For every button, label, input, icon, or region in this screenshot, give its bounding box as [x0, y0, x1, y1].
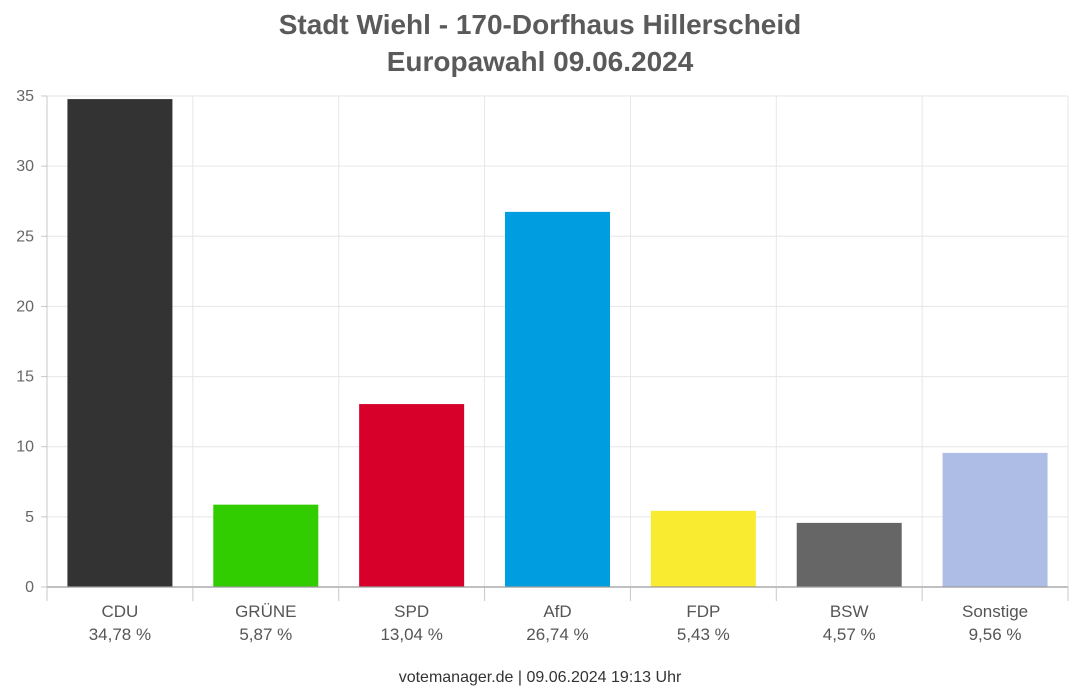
footer-source: votemanager.de | 09.06.2024 19:13 Uhr [398, 669, 682, 686]
x-category-label: BSW [830, 602, 869, 621]
y-tick-label: 0 [25, 579, 34, 596]
x-category-label: FDP [686, 602, 720, 621]
y-tick-label: 25 [16, 228, 34, 245]
bar-afd [505, 211, 610, 587]
bar-cdu [67, 99, 173, 587]
x-category-label: GRÜNE [235, 602, 296, 621]
x-value-label: 5,43 % [677, 625, 730, 644]
bar-fdp [650, 510, 756, 587]
x-value-label: 4,57 % [823, 625, 876, 644]
x-category-label: AfD [543, 602, 571, 621]
bar-sonstige [942, 452, 1048, 587]
y-tick-label: 15 [16, 369, 34, 386]
bar-bsw [796, 522, 902, 587]
y-tick-label: 10 [16, 439, 34, 456]
chart-title-line-1: Stadt Wiehl - 170-Dorfhaus Hillerscheid [278, 9, 802, 40]
x-value-label: 9,56 % [969, 625, 1022, 644]
x-value-label: 26,74 % [526, 625, 588, 644]
bar-grüne [213, 504, 319, 587]
y-tick-label: 35 [16, 88, 34, 105]
x-category-label: SPD [394, 602, 429, 621]
x-value-label: 5,87 % [239, 625, 292, 644]
x-category-label: CDU [102, 602, 139, 621]
chart-title-line-2: Europawahl 09.06.2024 [386, 46, 694, 77]
y-tick-label: 5 [25, 509, 34, 526]
x-value-label: 13,04 % [380, 625, 442, 644]
x-value-label: 34,78 % [89, 625, 151, 644]
y-tick-label: 30 [16, 158, 34, 175]
x-category-label: Sonstige [962, 602, 1028, 621]
y-tick-label: 20 [16, 298, 34, 315]
bar-spd [359, 404, 465, 587]
